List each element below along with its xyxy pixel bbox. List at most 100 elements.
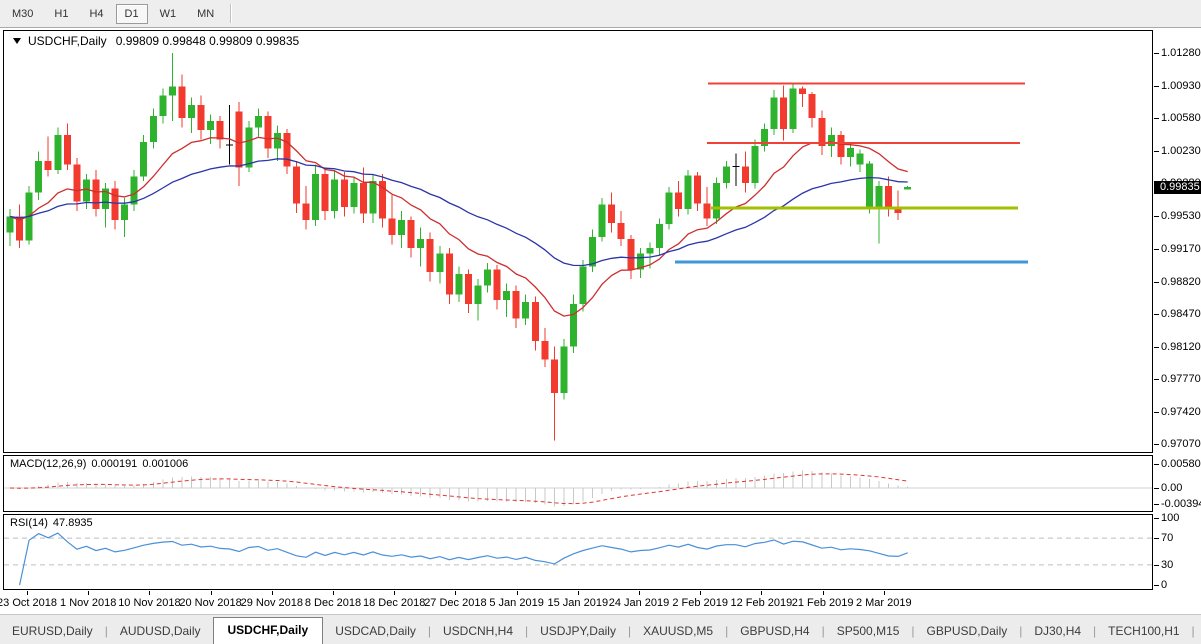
candle	[694, 171, 702, 211]
candle	[550, 346, 558, 441]
candle	[770, 90, 778, 135]
timeframe-button-h4[interactable]: H4	[89, 7, 104, 20]
price-axis-label: 0.99530	[1161, 209, 1201, 222]
date-axis-label: 15 Jan 2019	[547, 597, 609, 609]
chart-symbol: USDCHF,Daily	[28, 34, 107, 48]
date-axis-tick	[883, 591, 885, 595]
tab-gbpusd[interactable]: GBPUSD,Daily	[926, 624, 1008, 638]
candle	[187, 97, 195, 133]
tab-usdjpy[interactable]: USDJPY,Daily	[540, 624, 616, 638]
candle	[226, 105, 234, 165]
tab-separator: |	[1093, 624, 1097, 638]
tab-eurusd[interactable]: EURUSD,Daily	[12, 624, 93, 638]
candle	[636, 248, 644, 278]
candle	[474, 278, 482, 321]
date-axis-label: 23 Oct 2018	[0, 597, 57, 609]
date-axis-tick	[761, 591, 763, 595]
date-axis-tick	[577, 591, 579, 595]
tab-usdcad[interactable]: USDCAD,Daily	[335, 624, 416, 638]
candle	[407, 216, 415, 258]
tab-sp500[interactable]: SP500,M15	[836, 624, 900, 638]
candle	[44, 136, 52, 177]
tab-usdchf[interactable]: USDCHF,Daily	[212, 617, 324, 644]
date-axis-label: 2 Feb 2019	[672, 597, 729, 609]
candle	[16, 204, 24, 249]
timeframe-button-h1[interactable]: H1	[54, 7, 69, 20]
tab-separator: |	[1019, 624, 1023, 638]
candle	[302, 185, 310, 230]
chart-title: USDCHF,Daily 0.99809 0.99848 0.99809 0.9…	[13, 34, 299, 48]
candlestick-chart[interactable]	[4, 31, 1152, 452]
candle	[464, 269, 472, 314]
candle	[885, 176, 893, 217]
rsi-chart	[4, 532, 1152, 586]
date-axis-tick	[333, 591, 334, 595]
price-axis-label: 0.98470	[1161, 308, 1201, 321]
rsi-axis-label: 0	[1161, 579, 1168, 591]
candle	[63, 123, 71, 171]
tab-gbpusd[interactable]: GBPUSD,H4	[740, 624, 810, 638]
candle	[436, 246, 444, 284]
macd-panel[interactable]: MACD(12,26,9) 0.000191 0.001006	[3, 455, 1153, 512]
candle	[235, 102, 243, 186]
macd-chart	[4, 470, 1152, 507]
date-axis-tick	[27, 591, 28, 595]
candle	[665, 186, 673, 230]
macd-label: MACD(12,26,9) 0.000191 0.001006	[10, 458, 189, 470]
candle	[875, 181, 883, 244]
date-axis-label: 21 Feb 2019	[791, 597, 854, 609]
tab-overflow-cut[interactable]: U	[1195, 619, 1201, 644]
price-axis-tick	[1154, 118, 1159, 120]
timeframe-button-mn[interactable]: MN	[197, 7, 215, 20]
candle	[569, 294, 577, 354]
candle	[522, 294, 530, 326]
date-axis-tick	[639, 591, 640, 595]
date-axis-tick	[822, 591, 824, 595]
date-axis-tick	[516, 591, 518, 595]
macd-axis-label: -0.003945	[1161, 498, 1201, 510]
macd-axis-tick	[1154, 464, 1159, 465]
tab-usdcnh[interactable]: USDCNH,H4	[443, 624, 514, 638]
price-axis-tick	[1154, 444, 1159, 446]
tab-audusd[interactable]: AUDUSD,Daily	[119, 624, 201, 638]
timeframe-button-d1[interactable]: D1	[115, 3, 148, 24]
candle	[846, 142, 854, 167]
tab-tech100[interactable]: TECH100,H1	[1108, 624, 1180, 638]
price-axis-label: 1.00230	[1161, 144, 1201, 157]
chart-ohlc-values: 0.99809 0.99848 0.99809 0.99835	[115, 34, 300, 48]
date-axis-tick	[271, 591, 273, 595]
main-chart-panel[interactable]: USDCHF,Daily 0.99809 0.99848 0.99809 0.9…	[3, 30, 1153, 453]
date-axis[interactable]: 23 Oct 2018 1 Nov 2018 10 Nov 2018 20 Nov 2…	[0, 591, 1154, 613]
tab-separator: |	[911, 624, 915, 638]
timeframe-button-w1[interactable]: W1	[159, 7, 177, 20]
price-axis-tick	[1154, 53, 1159, 54]
chart-region: USDCHF,Daily 0.99809 0.99848 0.99809 0.9…	[0, 28, 1201, 614]
chart-dropdown-icon[interactable]	[13, 38, 21, 44]
price-axis-tick	[1154, 379, 1159, 381]
tab-separator: |	[104, 624, 108, 638]
tab-dj30[interactable]: DJ30,H4	[1034, 624, 1082, 638]
candle	[378, 173, 386, 228]
macd-signal-line	[9, 473, 908, 505]
candle	[140, 134, 148, 182]
candle	[560, 339, 568, 400]
candle	[331, 170, 339, 219]
candle	[197, 95, 205, 140]
candle	[130, 170, 138, 211]
date-axis-tick	[394, 591, 396, 595]
timeframe-button-m30[interactable]: M30	[12, 7, 34, 20]
candle	[350, 176, 358, 214]
candle	[894, 190, 902, 221]
candle	[617, 210, 625, 247]
rsi-panel[interactable]: RSI(14) 47.8935	[3, 514, 1153, 590]
candle	[503, 283, 511, 317]
candle	[121, 197, 129, 237]
tab-xauusd[interactable]: XAUUSD,M5	[643, 624, 714, 638]
candle	[837, 131, 845, 165]
date-axis-label: 1 Nov 2018	[60, 597, 117, 609]
price-axis-label: 1.00930	[1161, 79, 1201, 92]
price-axis[interactable]: 1.012801.009301.005801.002300.998800.995…	[1154, 28, 1201, 591]
candle	[598, 197, 606, 242]
timeframe-toolbar: M30 H1 H4 D1 W1 MN	[0, 0, 1201, 28]
date-axis-label: 20 Nov 2018	[179, 597, 242, 609]
